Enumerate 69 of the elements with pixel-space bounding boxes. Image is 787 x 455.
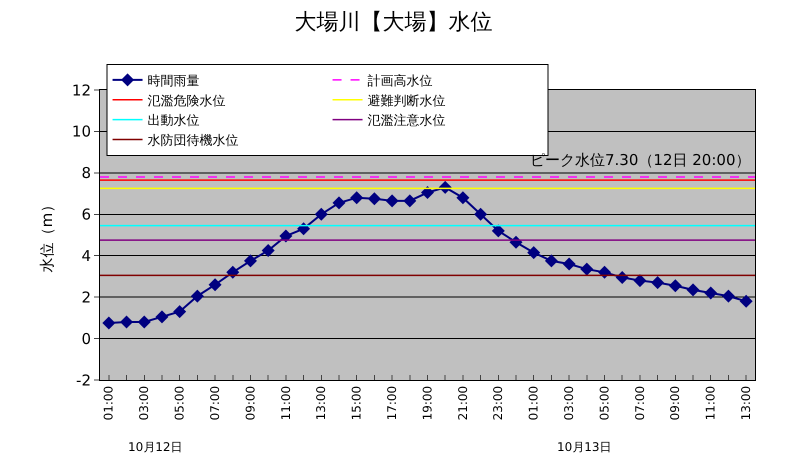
y-tick-label: 8 (81, 164, 91, 182)
x-tick-label: 13:00 (739, 386, 754, 420)
y-axis-title: 水位（m） (38, 198, 56, 272)
point (102, 316, 116, 330)
point (456, 191, 470, 204)
point (492, 224, 505, 238)
point (668, 279, 682, 292)
point (368, 192, 381, 206)
point (651, 276, 664, 290)
point (244, 254, 257, 268)
point (262, 244, 275, 258)
point (474, 208, 488, 221)
x-tick-label: 01:00 (102, 386, 116, 420)
y-tick-label: 0 (81, 330, 91, 348)
x-tick-label: 05:00 (597, 386, 612, 420)
point (403, 194, 416, 208)
y-tick-label: -2 (76, 371, 91, 390)
point (332, 196, 346, 210)
x-tick-label: 09:00 (668, 386, 682, 420)
y-tick-label: 4 (81, 246, 91, 265)
x-tick-label: 07:00 (208, 386, 222, 420)
point (633, 274, 646, 288)
x-tick-label: 01:00 (526, 386, 541, 420)
point (138, 316, 151, 328)
point (386, 194, 399, 208)
point (544, 254, 558, 268)
point (580, 262, 594, 276)
x-tick-label: 19:00 (420, 386, 434, 420)
text: 10月12日 (128, 440, 183, 454)
legend-label: 出動水位 (148, 114, 200, 129)
point (527, 246, 540, 260)
x-tick-label: 15:00 (350, 386, 364, 420)
point (686, 283, 700, 296)
x-tick-label: 17:00 (384, 386, 399, 420)
x-tick-label: 09:00 (243, 386, 258, 420)
y-tick-label: 10 (72, 122, 91, 141)
point (155, 310, 168, 324)
x-tick-label: 11:00 (278, 386, 293, 420)
y-tick-label: 2 (81, 288, 91, 306)
x-tick-label: 23:00 (491, 386, 506, 420)
x-tick-label: 13:00 (314, 386, 328, 420)
y-tick-label: 6 (81, 206, 91, 224)
point (208, 278, 222, 292)
legend-label: 水防団待機水位 (148, 134, 239, 149)
legend-label: 避難判断水位 (368, 94, 446, 109)
x-tick-label: 07:00 (632, 386, 647, 420)
x-tick-label: 03:00 (562, 386, 576, 420)
legend-label: 時間雨量 (148, 74, 200, 89)
point (722, 290, 735, 303)
y-tick-label: 12 (72, 81, 91, 100)
chart-title: 大場川【大場】水位 (294, 10, 492, 36)
point (704, 286, 718, 300)
point (421, 186, 434, 200)
legend-label: 氾濫注意水位 (368, 114, 446, 129)
x-tick-label: 03:00 (137, 386, 152, 420)
x-tick-label: 05:00 (172, 386, 187, 420)
point (314, 208, 328, 221)
point (120, 316, 134, 328)
legend-label: 氾濫危険水位 (148, 94, 226, 109)
point (173, 305, 186, 318)
x-tick-label: 11:00 (704, 386, 718, 420)
point (350, 191, 364, 204)
x-tick-label: 21:00 (456, 386, 470, 420)
text: 10月13日 (557, 440, 612, 454)
point (279, 230, 292, 243)
point (190, 290, 204, 303)
point (740, 294, 753, 308)
point (562, 258, 576, 270)
legend-label: 計画高水位 (368, 72, 433, 89)
